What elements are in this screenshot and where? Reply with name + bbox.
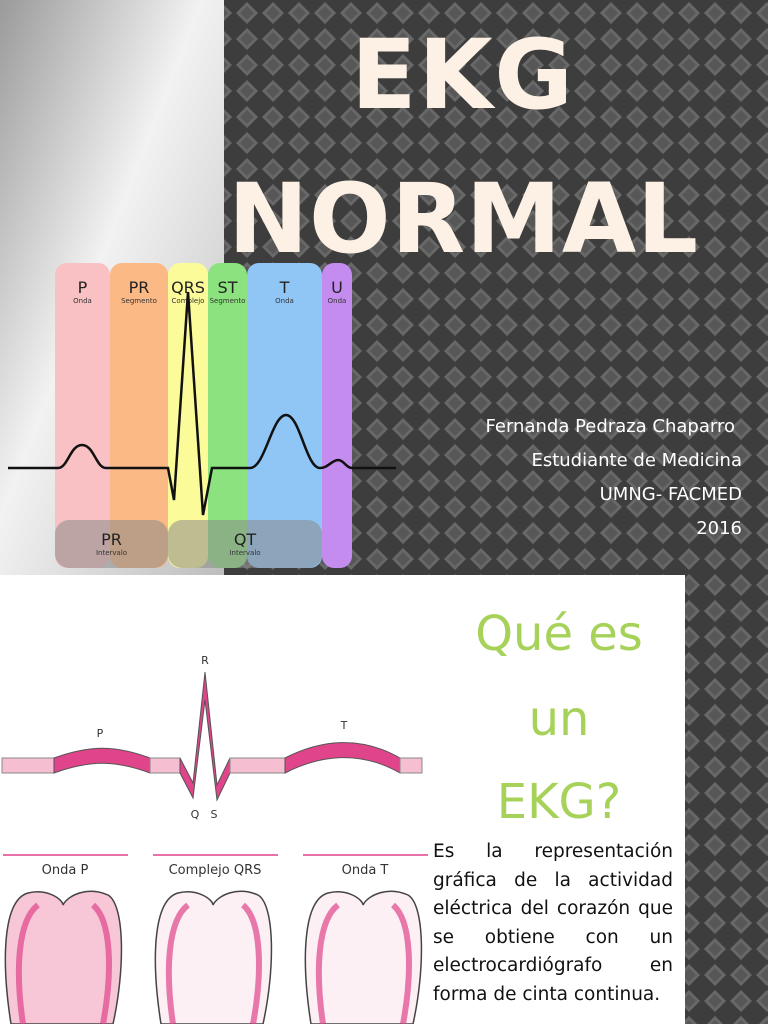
author: 2016 (696, 518, 742, 539)
wave-diagram (1, 671, 423, 802)
wave-label: T (340, 719, 348, 732)
band-label: U (331, 278, 343, 297)
heart (304, 890, 423, 1024)
wave-label: S (211, 808, 218, 821)
title: NORMAL (228, 163, 698, 275)
heart-wall (15, 902, 112, 1024)
interval-sublabel: Intervalo (229, 549, 260, 557)
panel-title: Onda P (42, 863, 89, 878)
wave-band (168, 263, 208, 568)
wave-label: P (97, 727, 104, 740)
body-text: Es la representación gráfica de la activ… (433, 841, 673, 1005)
title: EKG (351, 19, 573, 131)
author: UMNG- FACMED (600, 484, 742, 505)
heart (154, 890, 273, 1024)
band-sublabel: Onda (275, 297, 294, 305)
ekg-diagram: POndaPRSegmentoQRSComplejoSTSegmentoTOnd… (55, 263, 352, 568)
wave-band (322, 263, 352, 568)
heart-wall (165, 902, 262, 1024)
band-sublabel: Segmento (121, 297, 157, 305)
interval-box (55, 520, 168, 568)
title: Qué es (475, 606, 643, 662)
interval-label: QT (234, 530, 257, 549)
heart-wall (315, 902, 412, 1024)
title: EKG? (497, 774, 621, 830)
band-label: ST (218, 278, 238, 297)
ekg-trace (8, 291, 396, 516)
interval-label: PR (101, 530, 122, 549)
title: un (529, 691, 590, 747)
author: Estudiante de Medicina (531, 450, 742, 471)
band-label: PR (129, 278, 150, 297)
panel-title: Onda T (342, 863, 389, 878)
heart-panels: Onda P Complejo QRS Onda T (3, 854, 428, 1024)
wave-band (110, 263, 168, 568)
wave-band (208, 263, 247, 568)
band-label: T (279, 278, 290, 297)
panel-title: Complejo QRS (169, 863, 262, 878)
wave-label: R (201, 654, 209, 667)
pattern-strip (685, 575, 768, 1024)
band-sublabel: Segmento (210, 297, 246, 305)
band-label: P (78, 278, 88, 297)
heart (4, 890, 123, 1024)
band-sublabel: Onda (328, 297, 347, 305)
wave-label: Q (191, 808, 200, 821)
band-sublabel: Onda (73, 297, 92, 305)
interval-box (168, 520, 322, 568)
band-label: QRS (171, 278, 205, 297)
wave-band (55, 263, 110, 568)
author: Fernanda Pedraza Chaparro (486, 416, 735, 437)
interval-sublabel: Intervalo (96, 549, 127, 557)
